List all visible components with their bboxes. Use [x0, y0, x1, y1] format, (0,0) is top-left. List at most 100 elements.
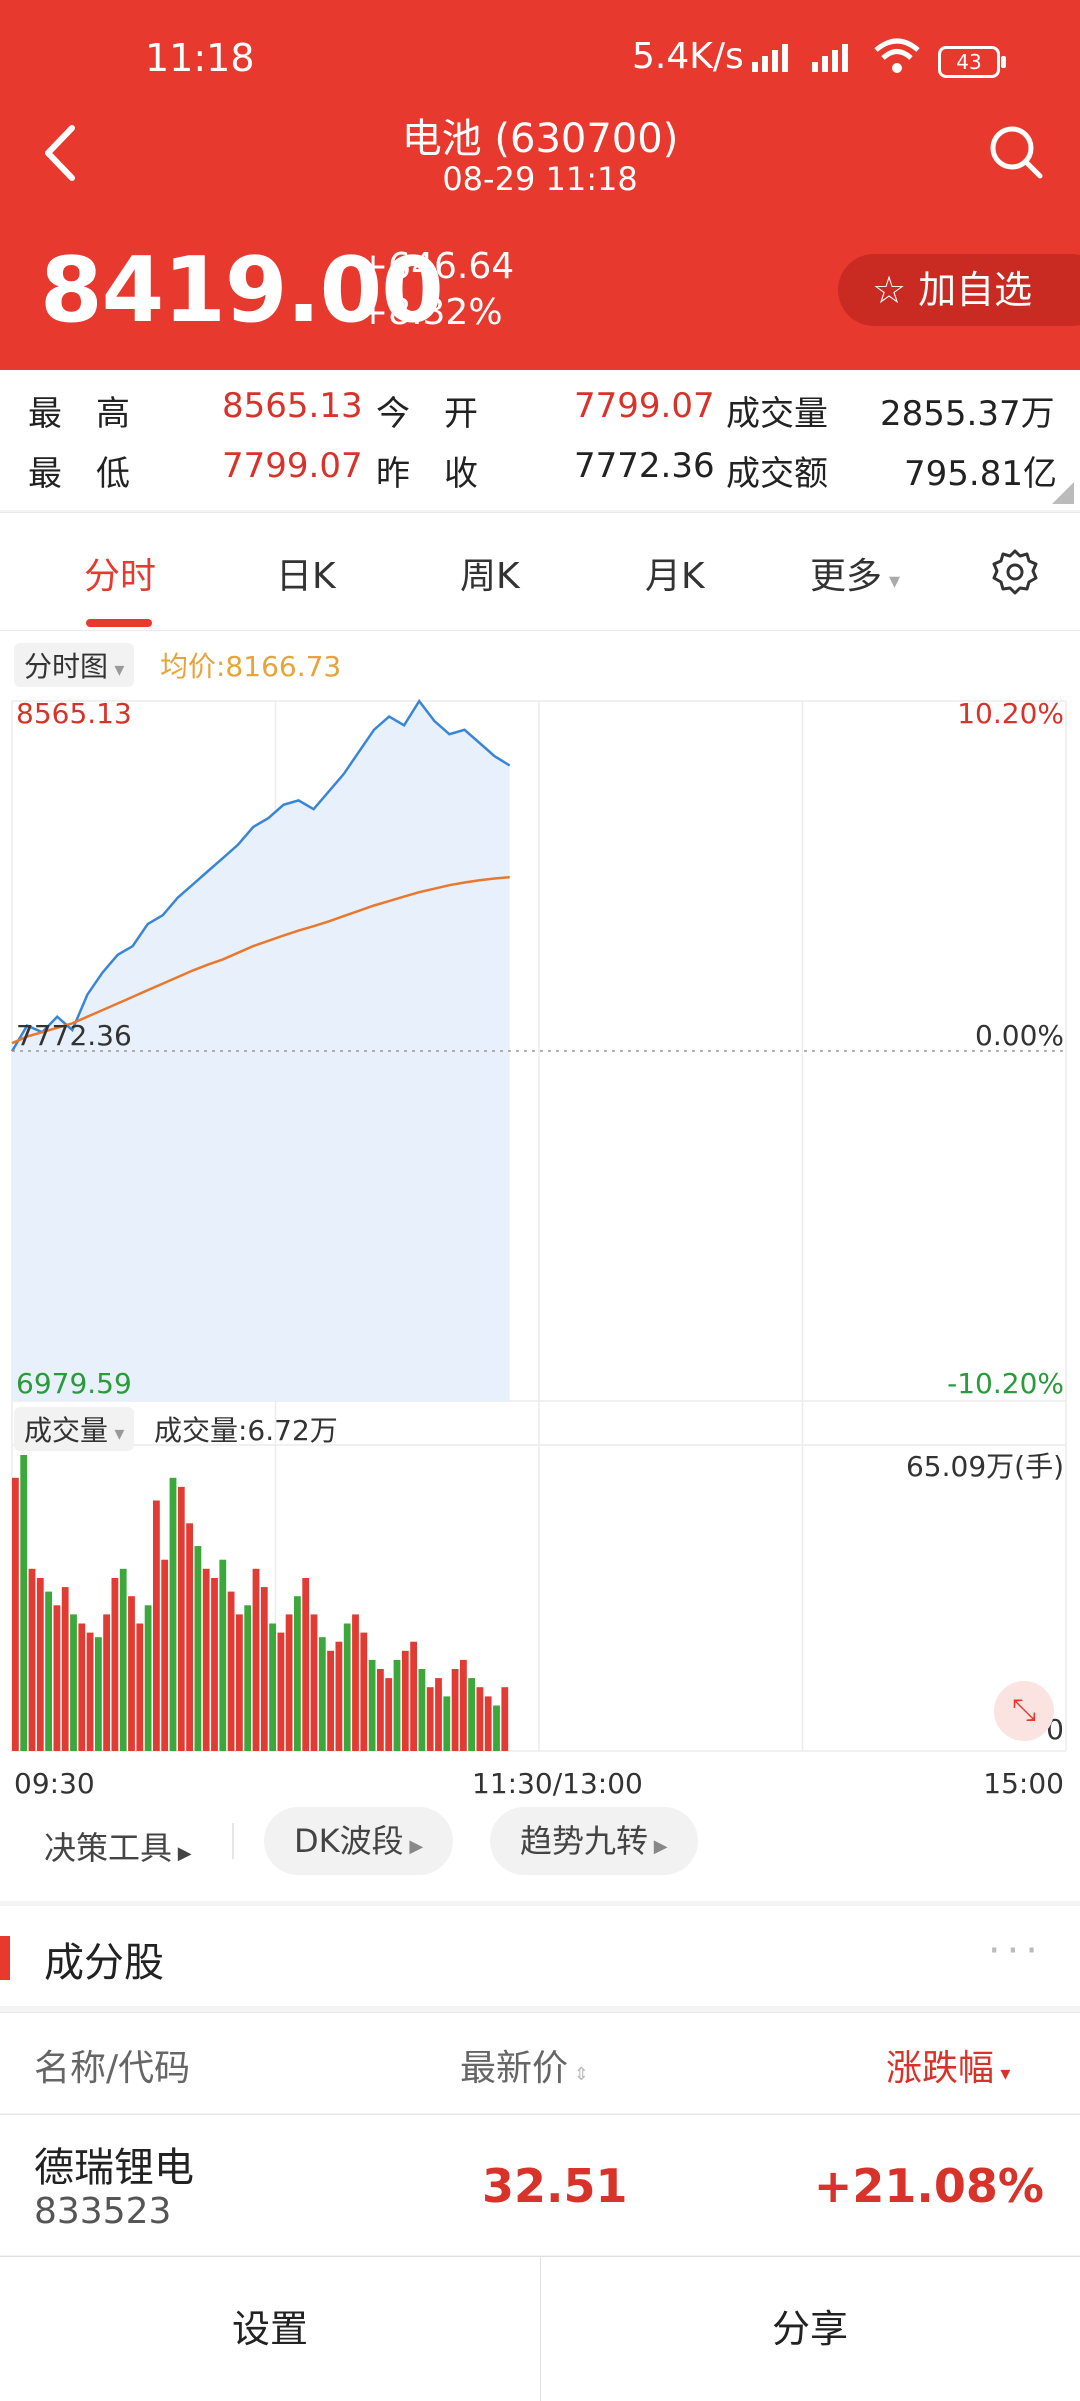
volume-bar — [426, 1687, 434, 1751]
volume-bar — [327, 1650, 334, 1751]
divider — [540, 2257, 541, 2401]
volume-bar — [136, 1623, 144, 1751]
volume-bar — [95, 1637, 102, 1751]
tab-weekly-k[interactable]: 周K — [460, 556, 520, 597]
volume-bar — [20, 1455, 28, 1751]
volume-bar — [161, 1559, 169, 1751]
caret-down-icon: ▾ — [108, 1421, 125, 1445]
volume-indicator-selector[interactable]: 成交量 ▾ — [14, 1407, 135, 1451]
active-tab-indicator — [86, 619, 152, 627]
volume-bar — [493, 1705, 500, 1751]
price-change: +646.64 — [358, 246, 515, 287]
y-axis-bottom-price: 6979.59 — [16, 1367, 132, 1400]
volume-bar — [443, 1696, 451, 1751]
volume-bar — [177, 1486, 185, 1751]
tab-daily-k[interactable]: 日K — [276, 556, 336, 597]
tab-more-label: 更多 — [810, 556, 883, 597]
trend-nine-button[interactable]: 趋势九转 ▶ — [490, 1807, 698, 1875]
volume-bar — [194, 1546, 202, 1751]
volume-value-label: 成交量:6.72万 — [154, 1414, 338, 1447]
volume-bar — [211, 1578, 218, 1751]
volume-bar — [343, 1623, 351, 1751]
tab-more[interactable]: 更多 ▾ — [810, 547, 900, 599]
gear-icon[interactable] — [990, 547, 1040, 597]
volume-bar — [460, 1659, 467, 1751]
volume-bar — [252, 1568, 260, 1751]
play-triangle-icon: ▶ — [403, 1836, 424, 1857]
volume-bar — [277, 1632, 285, 1751]
low-label: 最 低 — [28, 454, 130, 494]
volume-bar — [244, 1605, 252, 1751]
y-axis-top-percent: 10.20% — [957, 697, 1064, 730]
volume-bar — [61, 1587, 69, 1751]
volume-bar — [269, 1623, 276, 1751]
volume-bar — [393, 1659, 401, 1751]
tab-monthly-k[interactable]: 月K — [645, 556, 705, 597]
high-value: 8565.13 — [222, 386, 363, 426]
search-icon[interactable] — [986, 122, 1046, 182]
volume-bar — [368, 1659, 376, 1751]
tool-row: 决策工具 ▶ DK波段 ▶ 趋势九转 ▶ — [0, 1797, 1080, 1897]
wifi-icon — [874, 38, 920, 73]
intraday-chart[interactable] — [0, 631, 1080, 1801]
caret-down-icon: ▾ — [882, 569, 901, 594]
current-price: 8419.00 — [40, 238, 444, 343]
page-subtitle: 08-29 11:18 — [442, 160, 638, 198]
open-label: 今 开 — [376, 394, 478, 434]
decision-tools-label: 决策工具 — [44, 1829, 173, 1867]
settings-button[interactable]: 设置 — [231, 2307, 308, 2351]
volume-value: 2855.37万 — [880, 394, 1055, 434]
volume-bar — [310, 1614, 318, 1751]
volume-bar — [86, 1632, 94, 1751]
volume-bar — [227, 1591, 235, 1751]
volume-bar — [410, 1641, 417, 1751]
chart-type-selector[interactable]: 分时图 ▾ — [14, 643, 135, 687]
open-value: 7799.07 — [574, 386, 715, 426]
table-row[interactable]: 德瑞锂电 833523 32.51 +21.08% — [0, 2114, 1080, 2255]
stock-change: +21.08% — [813, 2159, 1044, 2213]
volume-bar — [53, 1605, 61, 1751]
more-dots-icon[interactable]: ··· — [987, 1928, 1044, 1974]
volume-bar — [401, 1650, 409, 1751]
col-change-percent[interactable]: 涨跌幅 ▾ — [886, 2039, 1010, 2091]
volume-bar — [45, 1591, 52, 1751]
trend-nine-label: 趋势九转 — [520, 1822, 649, 1860]
volume-bar — [103, 1614, 110, 1751]
volume-bar — [153, 1500, 160, 1751]
price-change-percent: +8.32% — [358, 292, 503, 333]
expand-corner-icon[interactable] — [1052, 482, 1074, 504]
volume-bar — [352, 1614, 359, 1751]
share-button[interactable]: 分享 — [771, 2307, 848, 2351]
y-axis-top-price: 8565.13 — [16, 697, 132, 730]
stock-name: 德瑞锂电 — [34, 2145, 194, 2191]
volume-bar — [484, 1696, 492, 1751]
volume-bar — [377, 1669, 384, 1751]
volume-bar — [418, 1669, 426, 1751]
caret-down-icon: ▾ — [108, 657, 125, 681]
low-value: 7799.07 — [222, 446, 363, 486]
volume-bar — [501, 1687, 509, 1751]
fullscreen-icon[interactable]: ⤡ — [994, 1681, 1054, 1741]
volume-bar — [202, 1568, 210, 1751]
period-tabs: 分时 日K 周K 月K 更多 ▾ — [0, 512, 1080, 631]
signal-icon — [752, 42, 788, 72]
decision-tools-button[interactable]: 决策工具 ▶ — [44, 1823, 192, 1869]
volume-bar — [219, 1559, 227, 1751]
x-axis-mid: 11:30/13:00 — [472, 1767, 643, 1800]
dk-band-button[interactable]: DK波段 ▶ — [264, 1807, 454, 1875]
volume-indicator-label: 成交量 — [24, 1414, 109, 1447]
volume-bar — [78, 1623, 86, 1751]
x-axis-end: 15:00 — [983, 1767, 1064, 1800]
y-axis-zero-percent: 0.00% — [975, 1019, 1064, 1052]
add-favorite-button[interactable]: ☆ 加自选 — [838, 254, 1080, 326]
volume-max-label: 65.09万(手) — [905, 1450, 1064, 1483]
status-time: 11:18 — [145, 36, 255, 80]
col-latest-price[interactable]: 最新价 ⇕ — [460, 2039, 589, 2091]
prev-close-label: 昨 收 — [376, 454, 478, 494]
average-price-label: 均价:8166.73 — [160, 650, 342, 683]
battery-icon: 43 — [938, 46, 1006, 78]
back-arrow-icon[interactable] — [36, 118, 86, 188]
sort-icon: ⇕ — [568, 2064, 589, 2085]
tab-intraday[interactable]: 分时 — [84, 556, 157, 597]
stock-code: 833523 — [34, 2191, 172, 2232]
